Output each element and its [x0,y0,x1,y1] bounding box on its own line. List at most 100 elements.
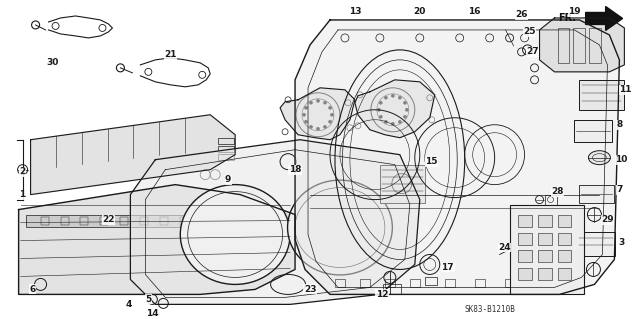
Text: 28: 28 [551,187,564,196]
Bar [61,217,68,225]
Bar [410,279,420,287]
Bar [383,285,401,294]
Text: 13: 13 [349,7,361,17]
Text: 8: 8 [616,120,623,129]
Text: 18: 18 [289,165,301,174]
Circle shape [310,101,312,104]
Text: 5: 5 [145,295,152,304]
Bar [504,279,515,287]
Bar [538,233,552,244]
Polygon shape [295,20,620,294]
Bar [40,217,49,225]
Bar [26,215,225,226]
Circle shape [330,113,333,116]
Circle shape [303,113,305,116]
Text: 7: 7 [616,185,623,194]
Text: 27: 27 [526,48,539,56]
Circle shape [310,125,312,128]
Text: 4: 4 [125,300,132,309]
Ellipse shape [180,185,290,285]
Text: 3: 3 [618,238,625,247]
Bar [81,217,88,225]
Circle shape [317,99,319,102]
Text: 2: 2 [19,167,26,176]
Text: 6: 6 [29,285,36,294]
Bar [218,154,234,160]
Bar [557,269,572,280]
Bar [218,146,234,152]
Bar [557,215,572,226]
Polygon shape [131,140,420,304]
Bar [557,233,572,244]
Bar [518,250,532,263]
Bar [100,217,108,225]
Text: FR.: FR. [557,13,575,24]
Bar [200,217,208,225]
Polygon shape [540,18,625,72]
Circle shape [403,101,406,104]
Text: 24: 24 [499,243,511,252]
Circle shape [317,127,319,130]
Bar [534,279,545,287]
Bar [575,120,612,142]
Circle shape [398,120,401,123]
Bar [545,195,557,204]
Text: 26: 26 [515,11,528,19]
Bar [579,80,625,110]
Bar [538,215,552,226]
Bar [518,233,532,244]
Text: 16: 16 [468,7,481,17]
Text: SK83-B1210B: SK83-B1210B [464,305,515,314]
Polygon shape [355,80,435,138]
Bar [360,279,370,287]
Bar [579,185,614,203]
Text: 9: 9 [225,175,232,184]
Bar [573,28,586,63]
Text: 15: 15 [426,157,438,166]
Circle shape [391,122,394,125]
Bar [589,28,602,63]
Text: 1: 1 [19,190,26,199]
Text: 30: 30 [46,58,59,67]
Polygon shape [586,6,623,30]
Circle shape [305,120,307,123]
Ellipse shape [287,180,392,275]
Bar [380,165,425,203]
Circle shape [305,106,307,109]
Text: 22: 22 [102,215,115,224]
Bar [120,217,129,225]
Bar [385,279,395,287]
Bar [335,279,345,287]
Bar [445,279,455,287]
Bar [509,204,584,294]
Circle shape [380,101,382,104]
Text: 11: 11 [619,85,632,94]
Bar [518,269,532,280]
Bar [475,279,484,287]
Bar [538,269,552,280]
Circle shape [323,101,326,104]
Bar [518,215,532,226]
Bar [577,232,616,256]
Text: 19: 19 [568,7,580,17]
Bar [218,138,234,144]
Text: 21: 21 [164,50,177,59]
Bar [180,217,188,225]
Circle shape [385,120,387,123]
Text: 14: 14 [146,309,159,318]
Circle shape [378,108,380,111]
Circle shape [403,115,406,118]
Bar [557,28,570,63]
Text: 20: 20 [413,7,426,17]
Circle shape [380,115,382,118]
Text: 12: 12 [376,290,388,299]
Circle shape [391,94,394,97]
Polygon shape [31,115,235,195]
Text: 25: 25 [524,27,536,36]
Ellipse shape [588,151,611,165]
Bar [557,250,572,263]
Circle shape [328,120,332,123]
Text: 23: 23 [304,285,316,294]
Bar [538,250,552,263]
Bar [140,217,148,225]
